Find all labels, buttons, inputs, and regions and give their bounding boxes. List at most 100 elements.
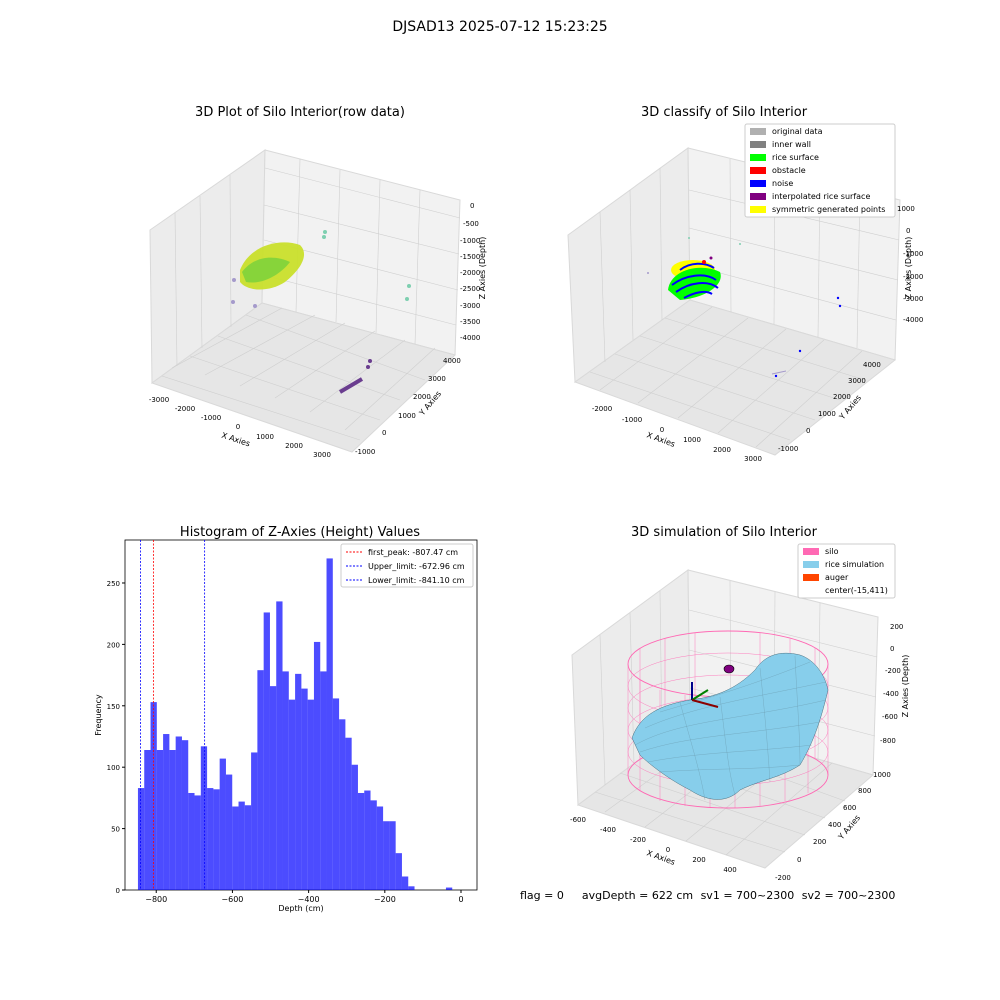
svg-text:-2500: -2500 <box>460 285 480 293</box>
svg-text:-1000: -1000 <box>201 414 221 422</box>
histogram-bar <box>251 752 258 890</box>
histogram-bar <box>395 853 402 890</box>
histogram-bar <box>207 788 214 890</box>
histogram-bar <box>288 699 296 890</box>
histogram-bar <box>345 737 352 890</box>
raw-purple-cluster <box>338 377 364 394</box>
svg-text:2000: 2000 <box>713 446 731 454</box>
legend-swatch-original <box>750 128 766 135</box>
svg-text:0: 0 <box>470 202 474 210</box>
histogram-bar <box>269 686 277 890</box>
rice-surface-mesh <box>631 652 829 800</box>
svg-text:1000: 1000 <box>818 410 836 418</box>
svg-text:200: 200 <box>692 856 705 864</box>
histogram-x-label: Depth (cm) <box>278 904 323 913</box>
svg-text:1000: 1000 <box>683 436 701 444</box>
raw-point <box>323 230 327 234</box>
panel-classify-title: 3D classify of Silo Interior <box>641 105 808 120</box>
histogram-bar <box>276 601 283 890</box>
classify-z-ticks: 1000 0 -1000 -2000 -3000 -4000 <box>897 205 923 324</box>
svg-text:3000: 3000 <box>313 451 331 459</box>
legend-label-auger: auger <box>825 573 849 582</box>
svg-text:2000: 2000 <box>413 393 431 401</box>
raw-rice-cluster-edge <box>242 257 290 283</box>
histogram-bar <box>175 736 182 890</box>
histogram-bar <box>332 698 340 890</box>
svg-text:3000: 3000 <box>428 375 446 383</box>
status-footer: flag = 0 avgDepth = 622 cm sv1 = 700~230… <box>520 889 899 902</box>
histogram-x-tick-label: 0 <box>458 895 463 904</box>
histogram-bar <box>376 806 384 890</box>
histogram-y-tick-label: 0 <box>116 887 120 895</box>
histogram-bar <box>263 612 270 890</box>
legend-swatch-obstacle <box>750 167 766 174</box>
svg-text:-1000: -1000 <box>622 416 642 424</box>
panel-raw-3d: 3D Plot of Silo Interior(row data) <box>149 105 487 459</box>
legend-label-rice-sim: rice simulation <box>825 560 884 569</box>
svg-text:1000: 1000 <box>398 412 416 420</box>
histogram-x-ticks: −800 −600 −400 −200 0 <box>145 890 464 904</box>
sim-x-ticks: -600 -400 -200 0 200 400 <box>570 816 737 874</box>
histogram-bar <box>244 805 252 890</box>
legend-swatch-symmetric <box>750 206 766 213</box>
legend-swatch-inner-wall <box>750 141 766 148</box>
histogram-bar <box>156 750 164 890</box>
classify-noise-trace <box>771 370 787 375</box>
svg-text:-400: -400 <box>600 826 616 834</box>
svg-text:-200: -200 <box>630 836 646 844</box>
sim-z-ticks: 200 0 -200 -400 -600 -800 <box>880 623 903 745</box>
raw-point <box>407 284 411 288</box>
raw-point <box>253 304 257 308</box>
legend-swatch-rice-sim <box>803 561 819 568</box>
svg-text:-1500: -1500 <box>460 253 480 261</box>
classify-noise-point <box>798 349 802 353</box>
svg-text:200: 200 <box>813 838 826 846</box>
svg-text:0: 0 <box>382 429 386 437</box>
svg-text:-1000: -1000 <box>778 445 798 453</box>
svg-text:2000: 2000 <box>285 442 303 450</box>
classify-point <box>688 237 690 239</box>
raw-z-label: Z Axies (Depth) <box>478 237 487 300</box>
auger-marker <box>691 664 735 708</box>
svg-text:600: 600 <box>843 804 856 812</box>
classify-point <box>739 243 741 245</box>
histogram-bar <box>232 806 239 890</box>
svg-text:800: 800 <box>858 787 871 795</box>
histogram-bar <box>313 641 321 890</box>
svg-text:-500: -500 <box>463 220 479 228</box>
svg-text:-400: -400 <box>883 690 899 698</box>
histogram-x-tick-label: −600 <box>221 895 243 904</box>
svg-text:-1000: -1000 <box>903 250 923 258</box>
svg-text:0: 0 <box>806 427 810 435</box>
histogram-bar <box>181 740 189 890</box>
svg-text:0: 0 <box>660 426 664 434</box>
histogram-bar <box>238 801 245 890</box>
auger-center-point <box>723 664 735 674</box>
legend-label-inner-wall: inner wall <box>772 140 811 149</box>
raw-x-label: X Axies <box>220 431 251 449</box>
histogram-y-tick-label: 150 <box>107 703 120 711</box>
svg-text:1000: 1000 <box>256 433 274 441</box>
legend-swatch-silo <box>803 548 819 555</box>
histogram-bar <box>408 886 415 890</box>
raw-y-ticks: -1000 0 1000 2000 3000 4000 <box>355 357 461 456</box>
svg-text:-2000: -2000 <box>903 273 923 281</box>
simulation-title: 3D simulation of Silo Interior <box>631 525 818 540</box>
histogram-bar <box>194 795 201 890</box>
histogram-y-tick-label: 50 <box>111 826 120 834</box>
histogram-bar <box>326 558 333 890</box>
histogram-bar <box>137 788 145 890</box>
histogram-bar <box>301 688 308 890</box>
svg-text:-1000: -1000 <box>460 237 480 245</box>
histogram-bar <box>200 746 208 890</box>
classify-obstacle-point <box>702 260 706 264</box>
raw-point-cloud <box>231 230 411 394</box>
raw-floor-pane <box>150 302 456 453</box>
classify-interp-point <box>709 256 713 260</box>
histogram-bar <box>282 671 289 890</box>
histogram-y-tick-label: 100 <box>107 764 120 772</box>
avg-depth-text: avgDepth = 622 cm <box>581 889 694 902</box>
histogram-bar <box>295 673 302 890</box>
svg-text:-3000: -3000 <box>149 396 169 404</box>
